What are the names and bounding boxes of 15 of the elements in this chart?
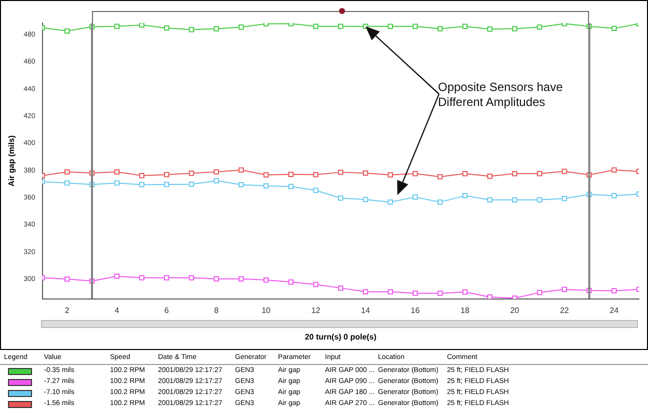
x-axis-title: 20 turn(s) 0 pole(s) (304, 332, 377, 342)
annotation: Opposite Sensors have Different Amplitudes (438, 80, 564, 110)
y-axis-title: Air gap (mils) (7, 135, 16, 186)
x-tick-label: 2 (64, 306, 70, 315)
x-tick-label: 18 (460, 306, 470, 315)
x-tick-label: 10 (262, 306, 272, 315)
x-tick-label: 12 (311, 306, 321, 315)
x-tick-label: 20 (510, 306, 520, 315)
x-tick-label: 8 (214, 306, 220, 315)
x-tick-label: 6 (164, 306, 170, 315)
x-tick-label: 24 (610, 306, 620, 315)
x-tick-label: 4 (114, 306, 120, 315)
x-tick-label: 14 (361, 306, 370, 315)
x-tick-label: 16 (410, 306, 420, 315)
x-tick-label: 22 (560, 306, 570, 315)
